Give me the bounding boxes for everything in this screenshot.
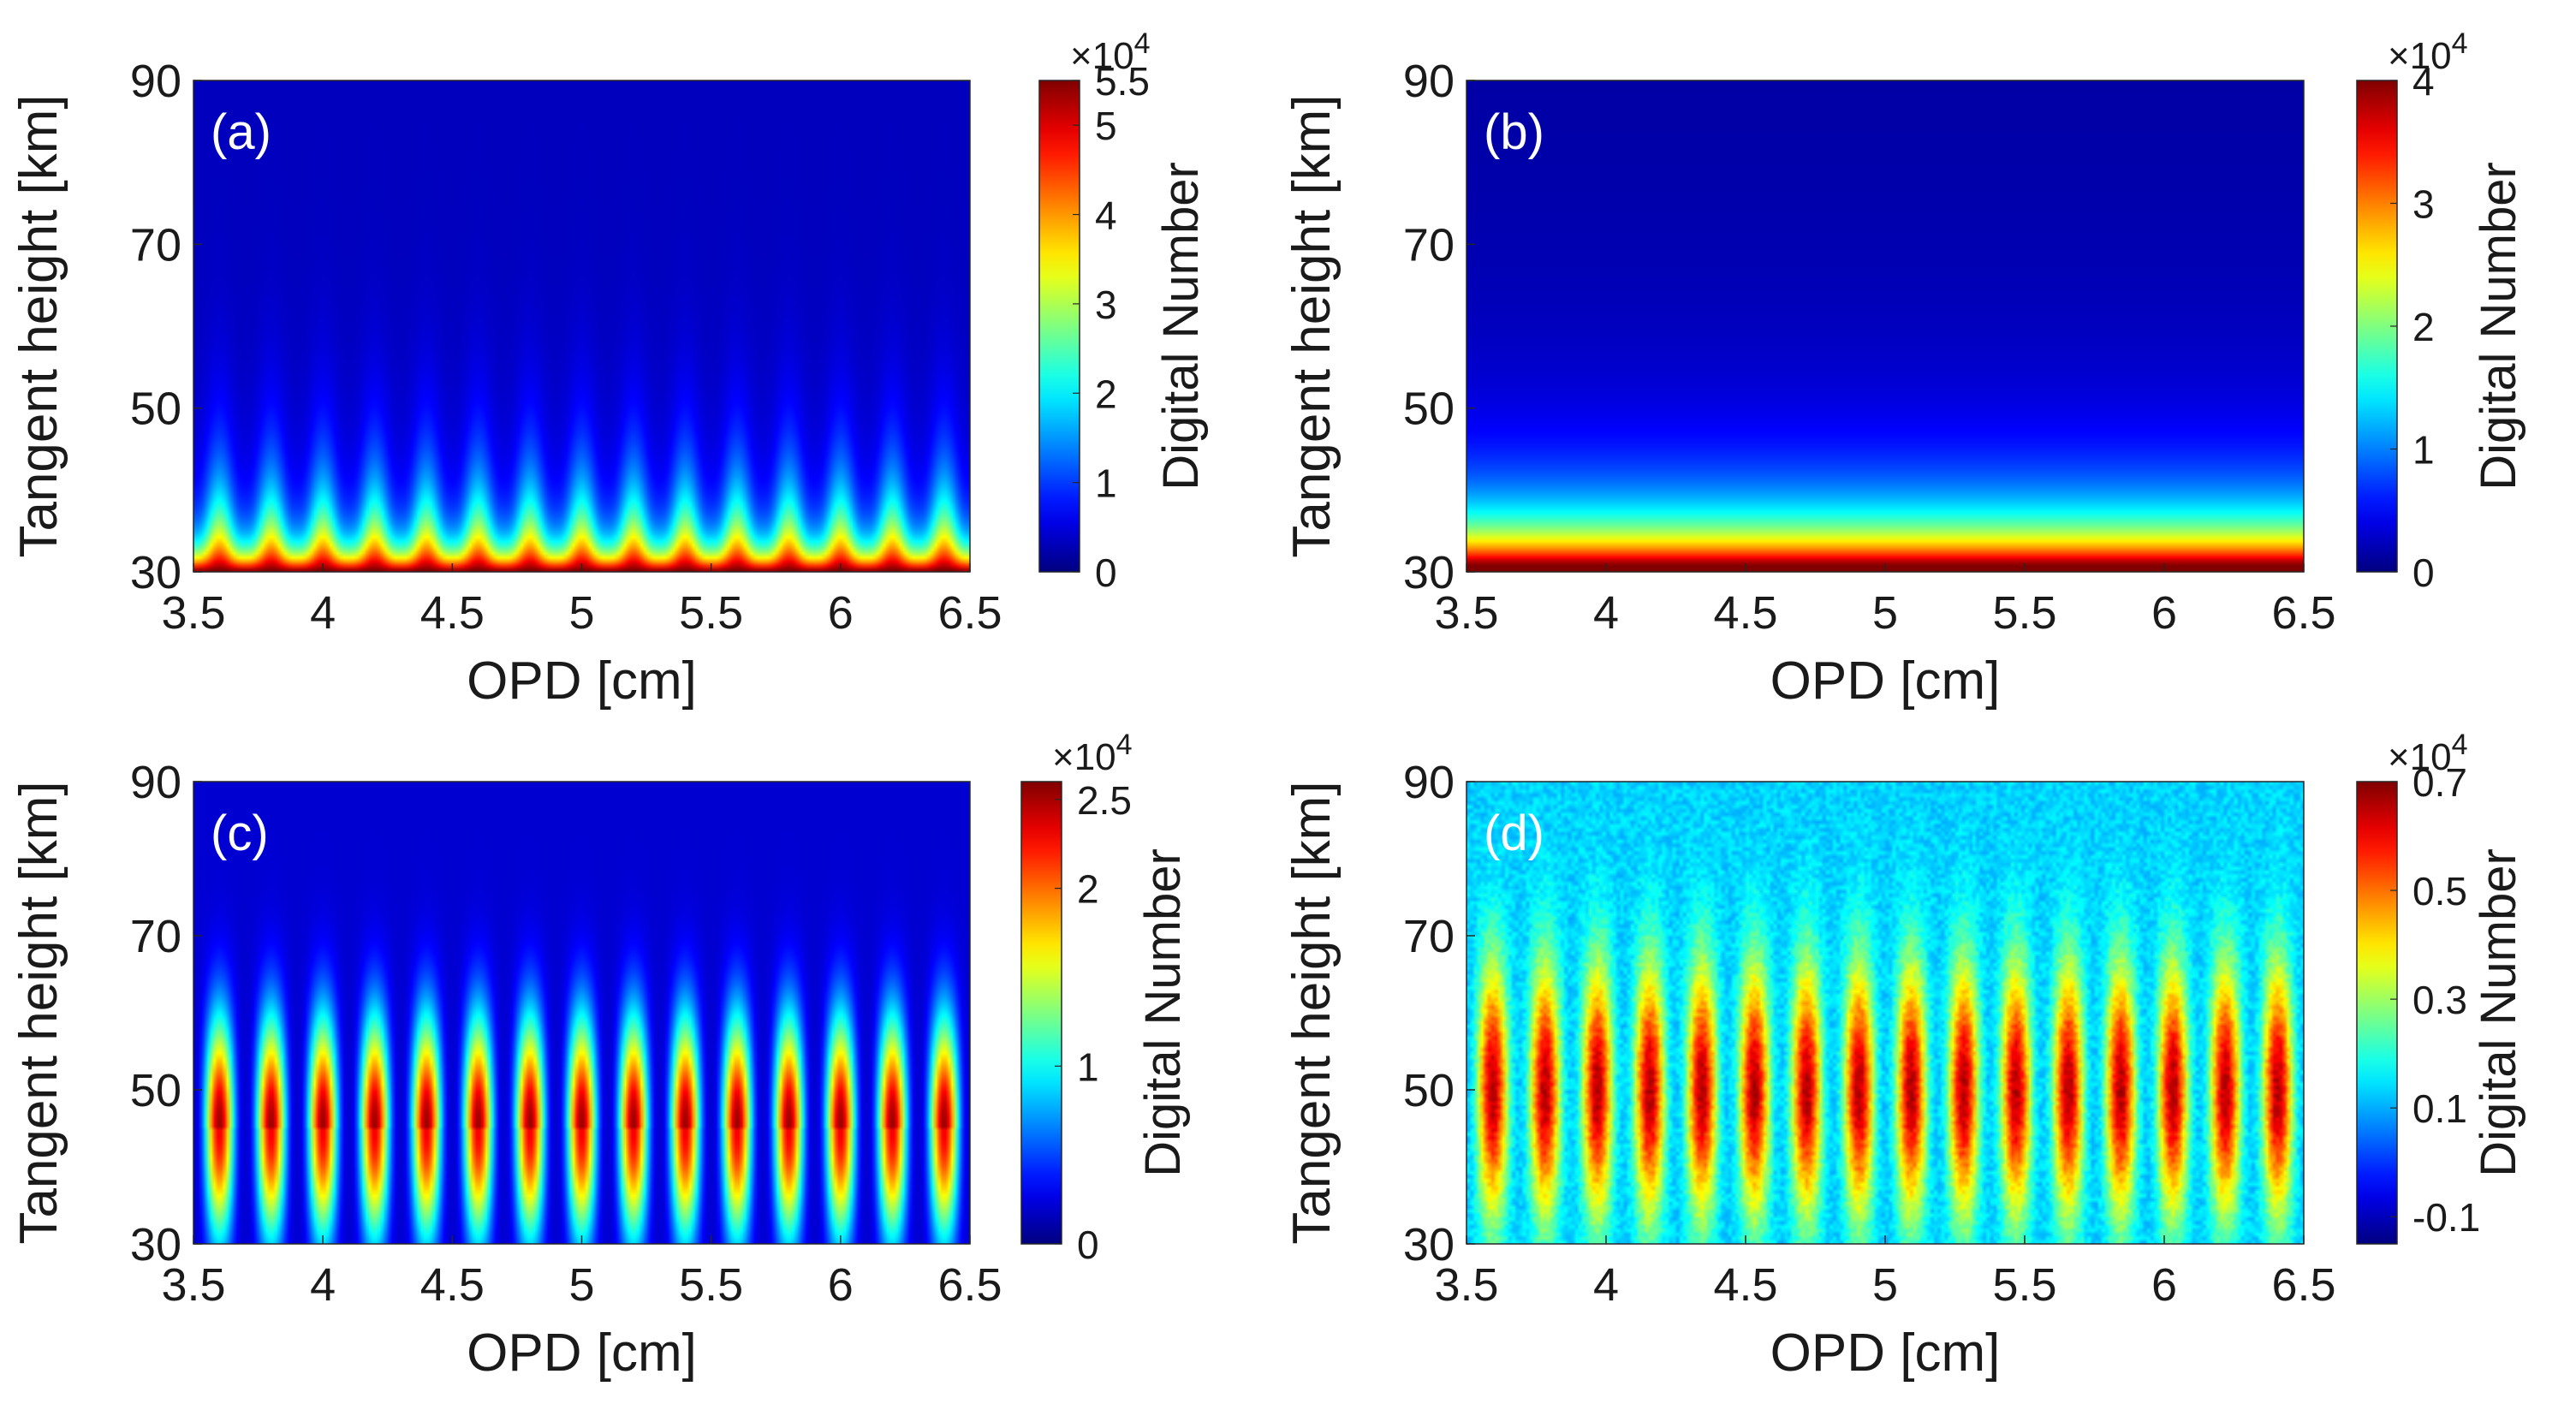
colorbar-label: Digital Number (1153, 162, 1209, 491)
x-tick-label: 5.5 (1992, 587, 2056, 639)
y-tick-label: 90 (1403, 757, 1455, 808)
y-tick-label: 90 (130, 56, 181, 107)
colorbar-label: Digital Number (2471, 848, 2526, 1177)
x-tick-label: 6.5 (937, 1259, 1002, 1311)
colorbar-tick-label: -0.1 (2412, 1195, 2480, 1240)
y-tick-label: 70 (1403, 219, 1455, 271)
x-tick-label: 6 (2151, 1259, 2177, 1311)
x-tick-label: 3.5 (161, 1259, 225, 1311)
colorbar (1020, 781, 1062, 1245)
y-tick-label: 30 (1403, 1219, 1455, 1270)
panel-label: (a) (211, 104, 271, 160)
y-tick-label: 50 (1403, 1065, 1455, 1116)
heatmap-image (1466, 782, 2304, 1244)
y-tick-label: 90 (1403, 56, 1455, 107)
colorbar-tick-label: 5.5 (1095, 59, 1150, 104)
x-axis-label: OPD [cm] (1770, 651, 2001, 711)
x-tick-label: 3.5 (161, 587, 225, 639)
y-tick-label: 30 (130, 1219, 181, 1270)
colorbar-label: Digital Number (1135, 848, 1191, 1177)
x-tick-label: 5 (1872, 587, 1898, 639)
x-tick-label: 6 (828, 587, 854, 639)
y-tick-label: 50 (130, 1065, 181, 1116)
x-tick-label: 4.5 (1713, 587, 1777, 639)
colorbar-label: Digital Number (2471, 162, 2526, 491)
x-tick-label: 6 (2151, 587, 2177, 639)
colorbar-tick-label: 0 (1077, 1223, 1099, 1267)
x-tick-label: 3.5 (1434, 587, 1498, 639)
x-tick-label: 5 (1872, 1259, 1898, 1311)
colorbar-tick-label: 4 (1095, 193, 1117, 238)
y-tick-label: 50 (1403, 384, 1455, 435)
colorbar-exponent: ×104 (2388, 729, 2468, 778)
panel-label: (c) (211, 806, 269, 861)
colorbar-tick-label: 1 (1095, 461, 1117, 506)
colorbar-tick-label: 1 (1077, 1044, 1099, 1089)
y-tick-label: 70 (1403, 911, 1455, 962)
colorbar-tick-label: 0.7 (2412, 760, 2467, 805)
colorbar-tick-label: 0 (2412, 550, 2435, 595)
colorbar-tick-label: 0.1 (2412, 1086, 2467, 1131)
x-axis-label: OPD [cm] (467, 1324, 697, 1383)
colorbar-tick-label: 2 (1077, 867, 1099, 912)
x-tick-label: 4 (1593, 1259, 1619, 1311)
x-tick-label: 3.5 (1434, 1259, 1498, 1311)
y-tick-label: 90 (130, 757, 181, 808)
colorbar-tick-label: 4 (2412, 59, 2435, 104)
colorbar (1038, 80, 1080, 573)
colorbar-tick-label: 0.5 (2412, 869, 2467, 913)
y-tick-label: 30 (1403, 547, 1455, 598)
colorbar-tick-label: 2 (1095, 372, 1117, 416)
colorbar-tick-label: 2 (2412, 305, 2435, 349)
y-tick-label: 70 (130, 219, 181, 271)
colorbar-tick-label: 3 (1095, 283, 1117, 327)
colorbar-exponent: ×104 (2388, 27, 2468, 77)
x-tick-label: 5 (568, 587, 594, 639)
colorbar (2356, 781, 2398, 1245)
panel-3: (d) 3.5 4 4.5 5 5.5 6 6.5 OPD [cm] 30 50 70 90 Tangen… (1282, 729, 2526, 1383)
x-tick-label: 4 (1593, 587, 1619, 639)
x-tick-label: 5.5 (679, 1259, 743, 1311)
panel-label: (b) (1484, 104, 1544, 160)
y-tick-label: 30 (130, 547, 181, 598)
heatmap-image (193, 80, 970, 572)
x-tick-label: 5.5 (1992, 1259, 2056, 1311)
x-tick-label: 4.5 (1713, 1259, 1777, 1311)
y-tick-label: 50 (130, 384, 181, 435)
colorbar-tick-label: 0.3 (2412, 978, 2467, 1022)
y-axis-label: Tangent height [km] (1282, 94, 1342, 557)
x-tick-label: 5 (568, 1259, 594, 1311)
heatmap-image (193, 782, 970, 1244)
y-axis-label: Tangent height [km] (1282, 781, 1342, 1244)
x-tick-label: 6.5 (2271, 587, 2335, 639)
x-tick-label: 6.5 (937, 587, 1002, 639)
x-tick-label: 4.5 (420, 587, 485, 639)
x-tick-label: 4 (310, 1259, 336, 1311)
x-tick-label: 4.5 (420, 1259, 485, 1311)
colorbar-tick-label: 1 (2412, 428, 2435, 473)
panel-2: (c) 3.5 4 4.5 5 5.5 6 6.5 OPD [cm] 30 50 70 90 Tangen… (9, 729, 1191, 1383)
colorbar-exponent: ×104 (1070, 27, 1151, 77)
colorbar-tick-label: 5 (1095, 104, 1117, 148)
x-axis-label: OPD [cm] (1770, 1324, 2001, 1383)
x-tick-label: 4 (310, 587, 336, 639)
colorbar-tick-label: 0 (1095, 550, 1117, 595)
x-tick-label: 5.5 (679, 587, 743, 639)
x-tick-label: 6.5 (2271, 1259, 2335, 1311)
colorbar-tick-label: 3 (2412, 182, 2435, 227)
panel-label: (d) (1484, 806, 1544, 861)
heatmap-image (1466, 80, 2304, 572)
y-tick-label: 70 (130, 911, 181, 962)
colorbar-exponent: ×104 (1052, 729, 1133, 778)
y-axis-label: Tangent height [km] (9, 781, 68, 1244)
colorbar-tick-label: 2.5 (1077, 778, 1132, 823)
x-axis-label: OPD [cm] (467, 651, 697, 711)
x-tick-label: 6 (828, 1259, 854, 1311)
y-axis-label: Tangent height [km] (9, 94, 68, 557)
